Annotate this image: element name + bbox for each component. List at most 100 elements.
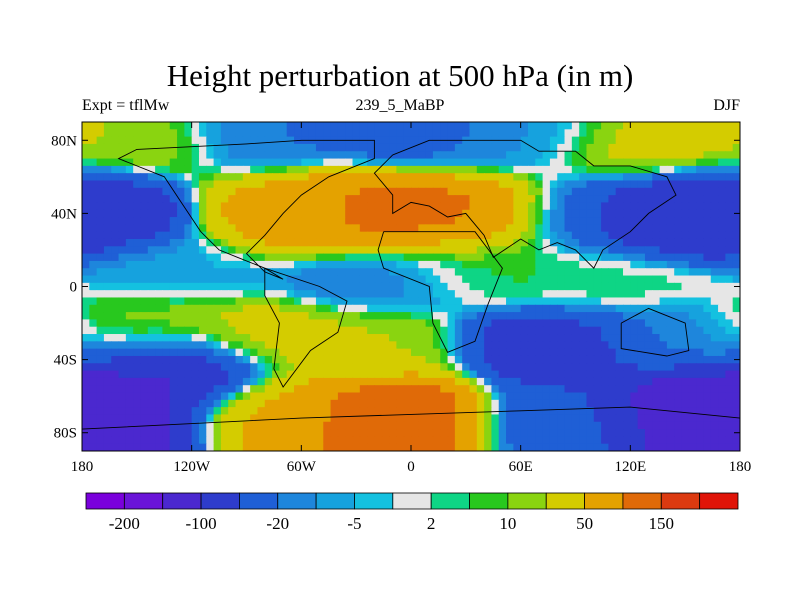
field-cell [345, 348, 354, 357]
field-cell [710, 151, 719, 160]
field-cell [608, 122, 617, 130]
field-cell [337, 180, 346, 189]
field-cell [359, 195, 368, 204]
field-cell [498, 443, 507, 451]
field-cell [520, 151, 529, 160]
field-cell [279, 392, 288, 401]
field-cell [242, 429, 251, 437]
field-cell [703, 370, 712, 379]
field-cell [103, 231, 112, 240]
field-cell [89, 385, 98, 394]
field-cell [389, 158, 397, 167]
field-cell [213, 151, 222, 160]
field-cell [198, 334, 207, 342]
field-cell [272, 436, 280, 445]
field-cell [147, 341, 156, 350]
field-cell [286, 275, 295, 284]
field-cell [125, 187, 134, 196]
field-cell [264, 414, 273, 423]
field-cell [155, 355, 164, 364]
field-cell [425, 180, 434, 189]
field-cell [367, 341, 376, 350]
field-cell [272, 334, 280, 342]
field-cell [330, 217, 339, 225]
field-cell [564, 195, 573, 204]
field-cell [111, 297, 120, 306]
field-cell [462, 414, 471, 423]
field-cell [659, 319, 668, 328]
field-cell [301, 238, 310, 247]
field-cell [557, 326, 566, 335]
field-cell [549, 238, 558, 247]
field-cell [242, 399, 251, 408]
field-cell [432, 158, 441, 167]
continent-outline [82, 406, 740, 451]
field-cell [315, 304, 324, 313]
field-cell [630, 282, 639, 291]
field-cell [147, 202, 156, 211]
field-cell [345, 143, 354, 152]
field-cell [242, 392, 251, 401]
field-cell [579, 429, 588, 437]
field-cell [571, 436, 580, 445]
field-cell [264, 260, 273, 269]
field-cell [491, 209, 500, 218]
field-cell [184, 326, 193, 335]
field-cell [506, 429, 514, 437]
field-cell [586, 370, 595, 379]
field-cell [169, 275, 178, 284]
field-cell [315, 392, 324, 401]
field-cell [279, 195, 288, 204]
field-cell [279, 421, 288, 430]
field-cell [652, 158, 661, 167]
field-cell [586, 165, 595, 174]
field-cell [732, 326, 740, 335]
field-cell [484, 224, 493, 233]
field-cell [381, 407, 390, 416]
field-cell [403, 202, 412, 211]
field-cell [133, 246, 142, 255]
field-cell [696, 217, 705, 225]
field-cell [279, 304, 288, 313]
field-cell [703, 165, 712, 174]
field-cell [198, 363, 207, 372]
field-cell [418, 253, 427, 262]
field-cell [542, 429, 551, 437]
field-cell [242, 407, 251, 416]
field-cell [557, 377, 566, 386]
field-cell [264, 429, 273, 437]
field-cell [520, 158, 529, 167]
field-cell [242, 224, 251, 233]
field-cell [418, 348, 427, 357]
field-cell [228, 275, 237, 284]
field-cell [710, 399, 719, 408]
field-cell [235, 173, 244, 182]
field-cell [147, 187, 156, 196]
field-cell [608, 173, 617, 182]
field-cell [535, 341, 544, 350]
field-cell [564, 385, 573, 394]
field-cell [674, 253, 683, 262]
field-cell [637, 246, 646, 255]
field-cell [549, 370, 558, 379]
field-cell [184, 429, 193, 437]
field-cell [301, 260, 310, 269]
field-cell [330, 180, 339, 189]
field-cell [644, 268, 653, 277]
field-cell [623, 180, 631, 189]
field-cell [469, 363, 478, 372]
field-cell [147, 195, 156, 204]
field-cell [725, 443, 734, 451]
field-cell [374, 187, 383, 196]
field-cell [696, 326, 705, 335]
field-cell [637, 202, 646, 211]
field-cell [367, 275, 376, 284]
field-cell [498, 282, 507, 291]
field-cell [257, 304, 266, 313]
field-cell [513, 195, 522, 204]
field-cell [177, 282, 185, 291]
field-cell [535, 187, 544, 196]
field-cell [411, 385, 419, 394]
field-cell [688, 429, 697, 437]
field-cell [564, 136, 573, 145]
